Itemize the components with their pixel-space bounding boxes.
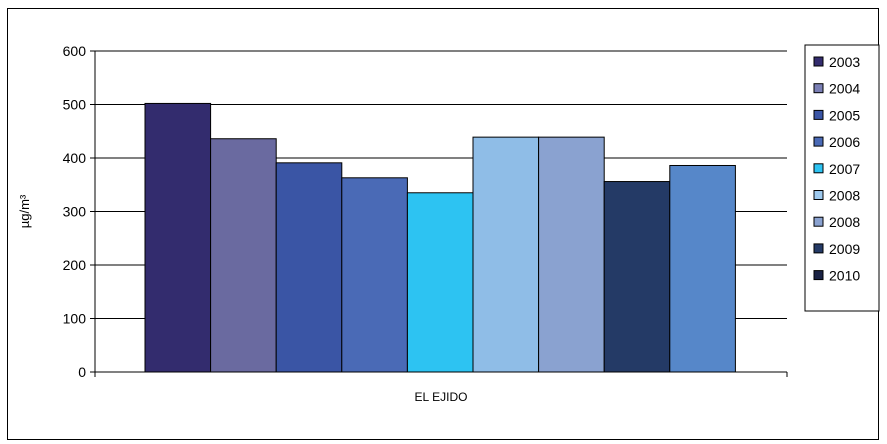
axes [90,50,788,377]
bar-2003 [144,102,212,373]
legend-label: 2004 [829,81,860,97]
bar-2004 [210,138,277,373]
x-category-label: EL EJIDO [415,390,468,404]
bar-2008 [538,136,605,373]
legend-label: 2006 [829,134,860,150]
y-tick-label: 300 [63,204,87,220]
legend-swatch [813,190,824,200]
y-tick-label: 400 [63,150,87,166]
legend-label: 2005 [829,107,860,123]
bar-2006 [341,177,408,373]
legend-swatch [813,109,824,120]
y-tick-labels: 0 100 200 300 400 500 600 [63,43,87,380]
y-tick-label: 0 [78,364,86,380]
legend-swatch [813,56,824,67]
bar-group [144,102,736,373]
legend-label: 2009 [829,241,860,257]
y-tick-label: 200 [63,257,87,273]
bar-2005 [275,162,343,373]
y-axis-label: µg/m³ [17,194,32,228]
bar-2010 [669,164,736,373]
legend-label: 2008 [829,188,860,204]
legend-swatch [813,136,824,147]
legend-label: 2008 [829,214,860,230]
y-tick-label: 100 [63,311,87,327]
y-tick-label: 600 [63,43,87,59]
legend: 2003 2004 2005 2006 2007 2008 2008 2009 2010 [804,44,880,312]
bar-2009 [603,181,671,373]
legend-swatch [813,270,824,281]
legend-label: 2010 [829,268,860,284]
legend-label: 2007 [829,161,860,177]
legend-swatch [813,243,824,254]
y-tick-label: 500 [63,97,87,113]
bar-2008 [472,136,540,373]
legend-swatch [813,163,824,174]
legend-swatch [813,216,824,227]
legend-swatch [813,83,824,94]
bar-2007 [406,192,474,373]
legend-label: 2003 [829,54,860,70]
